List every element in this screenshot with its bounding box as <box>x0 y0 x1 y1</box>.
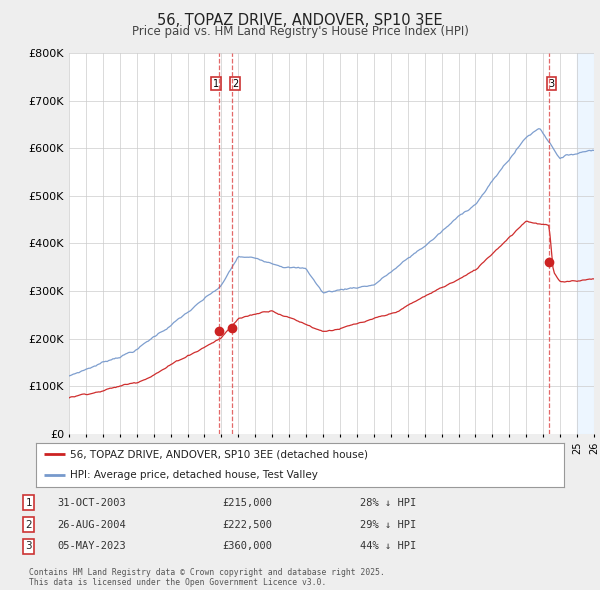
Text: 26-AUG-2004: 26-AUG-2004 <box>57 520 126 529</box>
Text: 56, TOPAZ DRIVE, ANDOVER, SP10 3EE: 56, TOPAZ DRIVE, ANDOVER, SP10 3EE <box>157 13 443 28</box>
Text: 05-MAY-2023: 05-MAY-2023 <box>57 542 126 551</box>
Text: £215,000: £215,000 <box>222 498 272 507</box>
Text: 44% ↓ HPI: 44% ↓ HPI <box>360 542 416 551</box>
Text: 2: 2 <box>25 520 32 529</box>
Text: 1: 1 <box>25 498 32 507</box>
Text: 28% ↓ HPI: 28% ↓ HPI <box>360 498 416 507</box>
Text: 3: 3 <box>25 542 32 551</box>
Bar <box>577 53 594 434</box>
Text: 31-OCT-2003: 31-OCT-2003 <box>57 498 126 507</box>
Text: £360,000: £360,000 <box>222 542 272 551</box>
Text: HPI: Average price, detached house, Test Valley: HPI: Average price, detached house, Test… <box>70 470 318 480</box>
Text: 1: 1 <box>213 78 219 88</box>
Text: 3: 3 <box>548 78 555 88</box>
Text: 29% ↓ HPI: 29% ↓ HPI <box>360 520 416 529</box>
Text: 56, TOPAZ DRIVE, ANDOVER, SP10 3EE (detached house): 56, TOPAZ DRIVE, ANDOVER, SP10 3EE (deta… <box>70 450 368 460</box>
Text: Price paid vs. HM Land Registry's House Price Index (HPI): Price paid vs. HM Land Registry's House … <box>131 25 469 38</box>
Text: £222,500: £222,500 <box>222 520 272 529</box>
Text: 2: 2 <box>232 78 238 88</box>
Text: Contains HM Land Registry data © Crown copyright and database right 2025.
This d: Contains HM Land Registry data © Crown c… <box>29 568 385 587</box>
